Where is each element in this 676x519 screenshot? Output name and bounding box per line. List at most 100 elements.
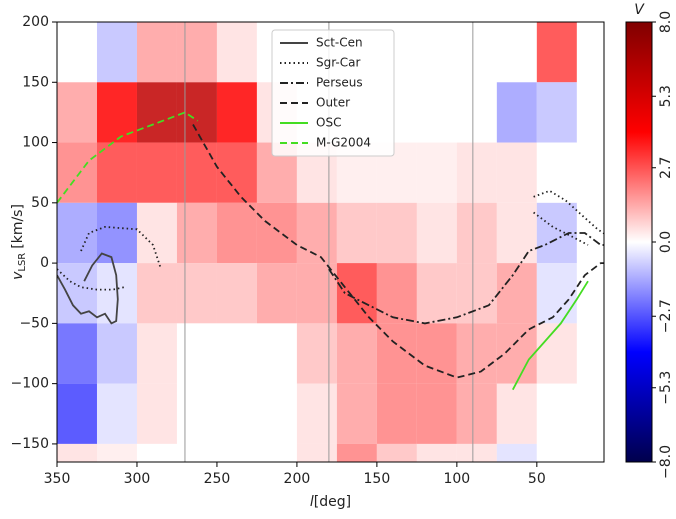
x-tick-label: 300 <box>124 471 151 487</box>
heatmap-cell <box>136 22 177 83</box>
y-tick-label: −100 <box>11 376 49 392</box>
heatmap-cell <box>136 202 177 264</box>
legend-label: Outer <box>316 96 350 110</box>
heatmap-cell <box>536 142 577 203</box>
x-label-unit: [deg] <box>314 494 351 510</box>
heatmap-cell <box>376 443 417 462</box>
y-tick-label: 100 <box>22 135 49 151</box>
heatmap-cell <box>176 263 217 324</box>
heatmap-cell <box>57 202 97 264</box>
colorbar-tick-label: −5.3 <box>658 371 674 405</box>
heatmap-cell <box>296 202 337 264</box>
colorbar-tick-label: 0.0 <box>658 231 674 253</box>
heatmap-cell <box>536 82 577 143</box>
heatmap-cell <box>496 443 537 462</box>
heatmap-cell <box>57 82 97 143</box>
legend-label: Perseus <box>316 76 363 90</box>
heatmap-cell <box>136 383 177 444</box>
heatmap-cell <box>216 142 257 203</box>
y-label-symbol: v <box>10 271 26 280</box>
colorbar-label: V <box>634 2 645 18</box>
y-tick-label: 150 <box>22 74 49 90</box>
legend-box <box>271 29 395 157</box>
colorbar <box>625 21 653 463</box>
heatmap-cell <box>416 82 457 143</box>
y-axis-label: vLSR [km/s] <box>10 204 28 280</box>
colorbar-tick-label: 5.3 <box>658 85 674 107</box>
heatmap-cell <box>256 443 297 462</box>
heatmap-cell <box>496 323 537 384</box>
heatmap-cell <box>256 263 297 324</box>
series-line <box>328 232 604 325</box>
heatmap-cell <box>376 263 417 324</box>
heatmap-cell <box>136 142 177 203</box>
heatmap-cell <box>216 323 257 384</box>
heatmap-cell <box>496 142 537 203</box>
series-line <box>512 280 589 391</box>
heatmap-cell <box>376 202 417 264</box>
heatmap-cell <box>296 383 337 444</box>
heatmap-cell <box>416 383 457 444</box>
series-line <box>192 124 604 379</box>
heatmap-cell <box>416 263 457 324</box>
y-tick-label: 50 <box>31 195 49 211</box>
heatmap-cell <box>216 443 257 462</box>
heatmap-cell <box>176 22 217 83</box>
heatmap-cell <box>376 383 417 444</box>
heatmap-cell <box>136 443 177 462</box>
y-label-sub: LSR <box>17 253 28 272</box>
heatmap-cell <box>296 323 337 384</box>
legend-label: OSC <box>316 116 341 130</box>
heatmap-cell <box>96 443 137 462</box>
heatmap-cell <box>416 22 457 83</box>
heatmap-cell <box>57 443 97 462</box>
heatmap-cell <box>57 22 97 83</box>
heatmap-cell <box>256 202 297 264</box>
heatmap-cell <box>456 383 497 444</box>
x-label-symbol: l <box>310 494 314 510</box>
colorbar-tick-label: −8.0 <box>658 445 674 479</box>
heatmap-cell <box>336 443 377 462</box>
heatmap-cell <box>96 323 137 384</box>
x-axis-label: l[deg] <box>310 494 351 510</box>
heatmap-cell <box>376 323 417 384</box>
heatmap-cell <box>216 22 257 83</box>
heatmap-cell <box>136 323 177 384</box>
heatmap-cell <box>416 323 457 384</box>
series-line <box>57 252 119 325</box>
heatmap-cell <box>456 443 497 462</box>
heatmap-cell <box>57 323 97 384</box>
plot-frame <box>56 21 605 463</box>
series-line <box>57 111 199 204</box>
heatmap-cell <box>176 443 217 462</box>
legend-label: M-G2004 <box>316 136 371 150</box>
heatmap-cell <box>96 142 137 203</box>
colorbar-tick-label: −2.7 <box>658 299 674 333</box>
x-tick-label: 50 <box>528 471 546 487</box>
heatmap-cell <box>256 383 297 444</box>
heatmap-cell <box>96 22 137 83</box>
legend-label: Sct-Cen <box>316 36 363 50</box>
heatmap-cell <box>296 443 337 462</box>
heatmap-cell <box>96 383 137 444</box>
heatmap-cell <box>496 22 537 83</box>
legend: Sct-Cen Sgr-Car Perseus Outer OSC M-G2004 <box>271 29 395 157</box>
heatmap-cell <box>136 263 177 324</box>
heatmap-cell <box>536 263 577 324</box>
heatmap-cell <box>496 383 537 444</box>
heatmap-cell <box>256 323 297 384</box>
heatmap-cell <box>136 82 177 143</box>
colorbar-tick-label: 2.7 <box>658 157 674 179</box>
x-tick-label: 250 <box>204 471 231 487</box>
y-tick-label: 200 <box>22 14 49 30</box>
heatmap-cell <box>496 202 537 264</box>
heatmap-cell <box>336 323 377 384</box>
heatmap-cell <box>456 82 497 143</box>
heatmap-cell <box>176 202 217 264</box>
y-tick-label: −150 <box>11 436 49 452</box>
heatmap-cell <box>176 383 217 444</box>
heatmap-cell <box>416 142 457 203</box>
x-tick-label: 100 <box>443 471 470 487</box>
colorbar-tick-label: 8.0 <box>658 11 674 33</box>
